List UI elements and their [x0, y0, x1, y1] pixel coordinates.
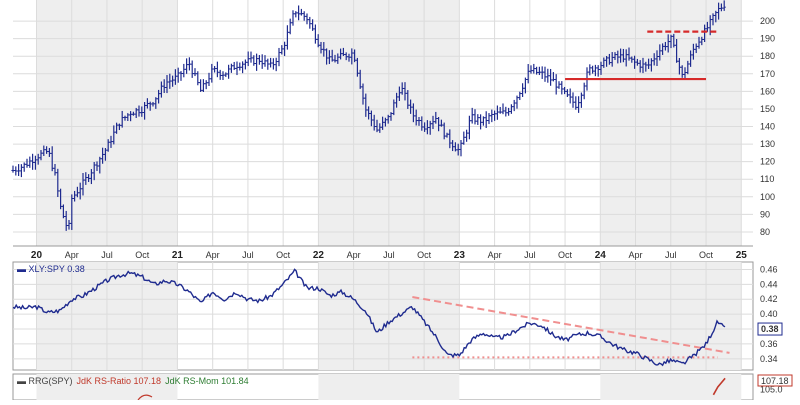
x-tick-label-2023-07: Jul	[524, 250, 536, 260]
x-tick-label-2022-01: 22	[313, 250, 325, 261]
x-tick-label-2023-01: 23	[454, 250, 466, 261]
price-tick-label-200: 200	[760, 16, 775, 26]
price-bars	[11, 0, 726, 231]
price-tick-label-100: 100	[760, 192, 775, 202]
ratio-last-value-badge	[757, 322, 783, 336]
x-tick-label-2021-07: Jul	[242, 250, 254, 260]
price-tick-label-160: 160	[760, 86, 775, 96]
price-tick-label-110: 110	[760, 174, 774, 184]
x-tick-label-2024-10: Oct	[699, 250, 714, 260]
x-tick-label-2021-01: 21	[172, 250, 184, 261]
rrg-ratio-line	[712, 377, 726, 396]
price-bar-254	[722, 0, 726, 11]
x-tick-label-2021-04: Apr	[206, 250, 220, 260]
x-tick-label-2022-07: Jul	[383, 250, 395, 260]
price-tick-label-180: 180	[760, 51, 775, 61]
x-tick-label-2020-04: Apr	[65, 250, 79, 260]
rrg-ratio-line-early	[137, 394, 153, 401]
x-tick-label-2022-10: Oct	[417, 250, 432, 260]
ratio-tick-label-4: 0.42	[760, 294, 778, 304]
rrg-legend-item-0: ▬ RRG(SPY)	[17, 376, 73, 386]
ratio-tick-label-0: 0.34	[760, 354, 778, 364]
x-tick-label-2020-07: Jul	[101, 250, 113, 260]
ratio-tick-label-3: 0.40	[760, 309, 778, 319]
price-tick-label-170: 170	[760, 69, 775, 79]
x-tick-label-2023-04: Apr	[488, 250, 502, 260]
x-tick-label-2024-07: Jul	[665, 250, 677, 260]
rrg-year-band-2	[600, 374, 742, 400]
rrg-legend-item-2: JdK RS-Mom 101.84	[165, 376, 249, 386]
price-tick-label-140: 140	[760, 122, 775, 132]
rrg-last-value: 107.18	[761, 376, 789, 386]
rrg-tick-label-0: 105.0	[760, 385, 783, 395]
x-tick-label-2020-10: Oct	[135, 250, 150, 260]
x-tick-label-2020-01: 20	[31, 250, 43, 261]
price-tick-label-80: 80	[760, 227, 770, 237]
rrg-last-value-badge	[757, 374, 793, 387]
x-tick-label-2023-10: Oct	[558, 250, 573, 260]
ratio-legend: ▬ XLY:SPY 0.38	[17, 264, 85, 274]
ratio-tick-label-5: 0.44	[760, 279, 778, 289]
price-tick-label-190: 190	[760, 34, 775, 44]
rrg-legend: ▬ RRG(SPY) JdK RS-Ratio 107.18 JdK RS-Mom …	[17, 376, 249, 386]
x-tick-label-2022-04: Apr	[347, 250, 361, 260]
rrg-year-band-1	[318, 374, 460, 400]
ratio-trendline-line	[412, 296, 730, 354]
rrg-legend-item-1: JdK RS-Ratio 107.18	[77, 376, 162, 386]
rrg-year-band-0	[36, 374, 178, 400]
price-tick-label-120: 120	[760, 157, 775, 167]
price-tick-label-130: 130	[760, 139, 775, 149]
ratio-tick-label-6: 0.46	[760, 264, 778, 274]
price-tick-label-150: 150	[760, 104, 775, 114]
x-tick-label-2024-01: 24	[595, 250, 607, 261]
x-tick-label-2024-04: Apr	[629, 250, 643, 260]
ratio-last-value: 0.38	[761, 324, 779, 334]
price-tick-label-90: 90	[760, 209, 770, 219]
x-tick-label-2021-10: Oct	[276, 250, 291, 260]
ratio-series-line	[12, 268, 726, 367]
ratio-tick-label-1: 0.36	[760, 339, 778, 349]
x-tick-label-2025-01: 25	[736, 250, 748, 261]
